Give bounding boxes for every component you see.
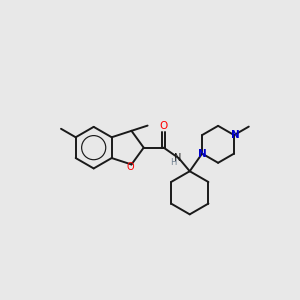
Text: O: O bbox=[127, 162, 134, 172]
Text: N: N bbox=[174, 153, 181, 163]
Text: N: N bbox=[230, 130, 239, 140]
Text: O: O bbox=[160, 121, 168, 131]
Text: N: N bbox=[199, 148, 207, 159]
Text: H: H bbox=[170, 158, 177, 166]
